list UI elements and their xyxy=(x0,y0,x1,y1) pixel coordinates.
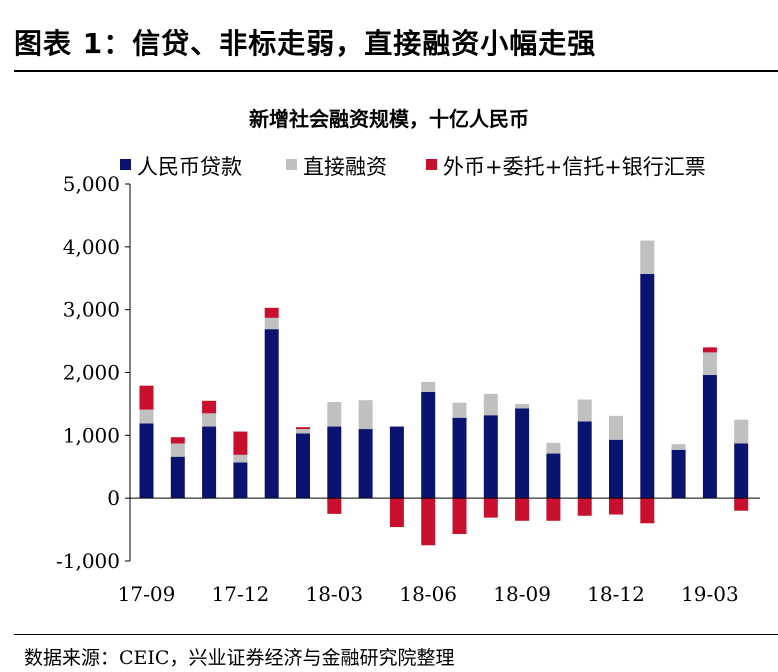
bar-segment xyxy=(139,385,154,410)
legend-label: 直接融资 xyxy=(303,155,387,179)
bar-segment xyxy=(233,454,248,463)
bar-segment xyxy=(671,449,686,499)
y-tick-label: 1,000 xyxy=(63,423,120,447)
legend-swatch xyxy=(286,159,297,170)
x-tick-label: 17-09 xyxy=(118,582,176,606)
bar-segment xyxy=(296,429,310,434)
bar-segment xyxy=(452,402,467,418)
bar-segment xyxy=(640,240,655,274)
y-tick-label: 0 xyxy=(107,486,120,510)
bar-segment xyxy=(421,381,436,392)
bar-segment xyxy=(327,498,342,514)
chart-title: 新增社会融资规模，十亿人民币 xyxy=(249,107,529,131)
y-tick-label: 2,000 xyxy=(63,361,120,385)
bar-segment xyxy=(233,462,248,499)
bar-segment xyxy=(233,431,248,455)
x-tick-label: 18-12 xyxy=(587,582,645,606)
x-tick-label: 18-09 xyxy=(493,582,551,606)
bar-segment xyxy=(483,498,498,518)
bar-segment xyxy=(702,352,717,376)
plot-area: 5,000 4,000 3,000 2,000 1,000 0 -1,000 17-09 17-… xyxy=(56,172,760,606)
bar-segment xyxy=(577,498,592,516)
y-tick-label: 5,000 xyxy=(63,172,120,196)
bar-segment xyxy=(389,498,404,528)
bar-segment xyxy=(734,419,749,444)
bar-segment xyxy=(577,421,592,499)
legend-swatch xyxy=(120,159,131,170)
bar-segment xyxy=(609,439,623,499)
bar-segment xyxy=(202,400,217,414)
bar-segment xyxy=(515,408,530,499)
page-title: 图表 1：信贷、非标走弱，直接融资小幅走强 xyxy=(14,27,597,60)
y-tick-label: 3,000 xyxy=(63,298,120,322)
bar-segment xyxy=(640,273,655,499)
bar-segment xyxy=(483,415,498,499)
bar-segment xyxy=(358,429,373,499)
y-tick-label: 4,000 xyxy=(63,235,120,259)
bar-segment xyxy=(327,426,342,499)
bar-segment xyxy=(702,347,717,353)
bar-segment xyxy=(546,442,561,454)
x-tick-label: 17-12 xyxy=(212,582,270,606)
bar-segment xyxy=(296,433,310,499)
bar-segment xyxy=(609,415,623,440)
bar-segment xyxy=(515,498,530,521)
bar-segment xyxy=(421,391,436,499)
bar-segment xyxy=(452,498,467,534)
x-tick-label: 19-03 xyxy=(681,582,739,606)
bar-segment xyxy=(702,375,717,499)
bar-segment xyxy=(734,498,749,511)
bar-segment xyxy=(358,400,373,430)
bar-segment xyxy=(609,498,623,515)
legend-swatch xyxy=(426,159,437,170)
bar-segment xyxy=(452,417,467,499)
bar-segment xyxy=(546,498,561,521)
bar-segment xyxy=(389,426,404,499)
bar-segment xyxy=(170,456,185,499)
bar-segment xyxy=(264,307,279,318)
chart-legend: 人民币贷款 直接融资 外币+委托+信托+银行汇票 xyxy=(120,155,706,179)
x-tick-label: 18-03 xyxy=(305,582,363,606)
bar-segment xyxy=(202,413,217,427)
bar-segment xyxy=(170,437,185,444)
bar-segment xyxy=(139,409,154,424)
bar-segment xyxy=(202,426,217,499)
bar-segment xyxy=(421,498,436,546)
x-tick-label: 18-06 xyxy=(399,582,457,606)
legend-label: 外币+委托+信托+银行汇票 xyxy=(443,155,706,179)
footer-divider xyxy=(14,634,778,635)
bar-segment xyxy=(640,498,655,524)
bar-segment xyxy=(264,317,279,330)
bar-segment xyxy=(577,399,592,422)
data-source-note: 数据来源：CEIC，兴业证券经济与金融研究院整理 xyxy=(24,647,455,669)
bar-segment xyxy=(139,423,154,499)
bar-segment xyxy=(170,443,185,457)
bar-segment xyxy=(734,443,749,499)
bar-segment xyxy=(515,403,530,409)
bar-segment xyxy=(327,402,342,427)
y-tick-label: -1,000 xyxy=(56,549,120,573)
legend-label: 人民币贷款 xyxy=(137,155,242,179)
bar-segment xyxy=(483,393,498,416)
header-divider xyxy=(14,70,778,72)
bar-segment xyxy=(671,444,686,450)
bar-segment xyxy=(546,453,561,499)
bar-segment xyxy=(264,329,279,499)
bar-segment xyxy=(296,427,310,430)
